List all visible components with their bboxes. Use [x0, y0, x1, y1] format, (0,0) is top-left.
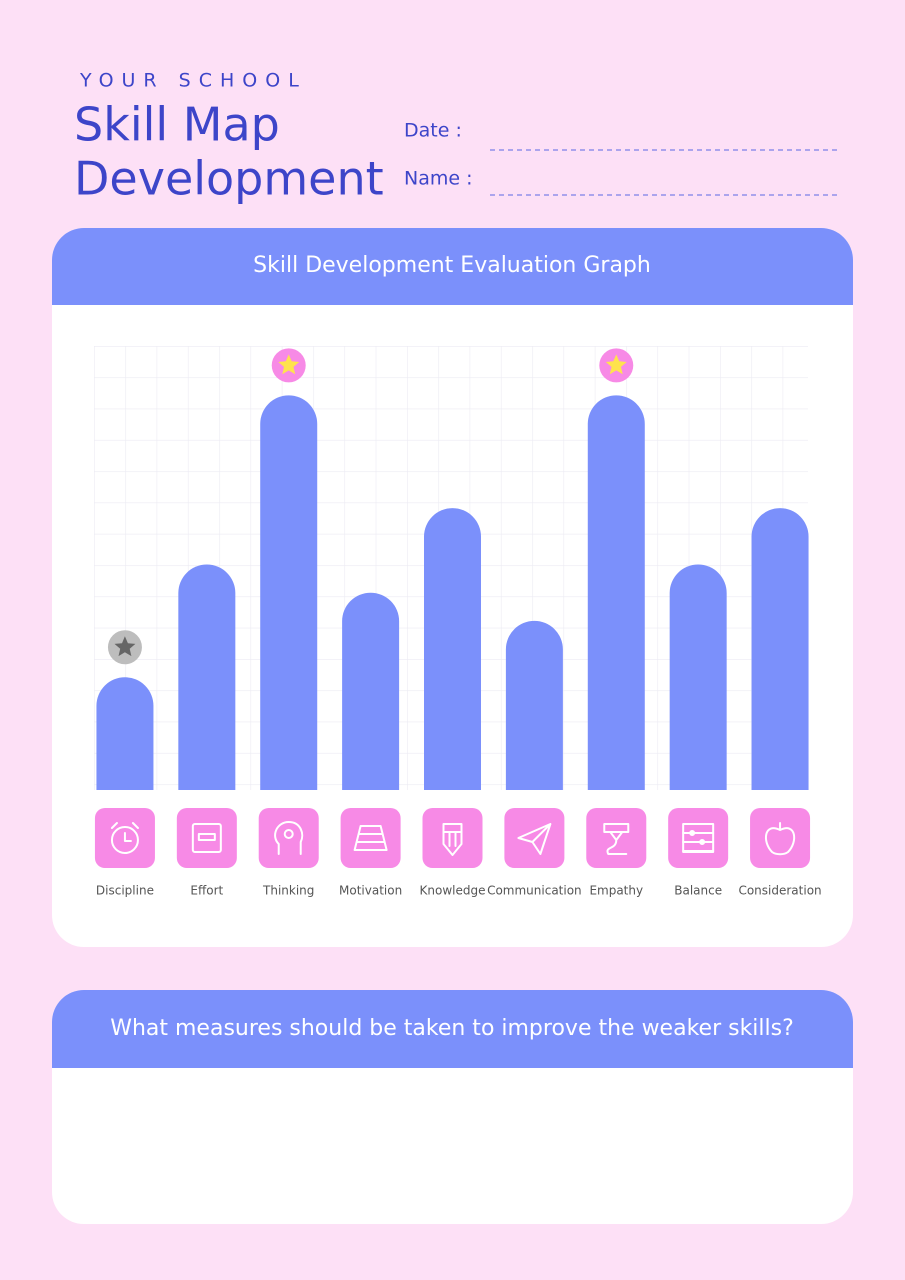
skill-icon: [764, 822, 796, 856]
skill-icon: [274, 821, 304, 855]
skill-icon-bg: [340, 808, 401, 868]
skill-icon-bg: [586, 808, 647, 868]
skill-icon: [191, 823, 222, 853]
x-tick-label: Motivation: [339, 884, 402, 898]
x-tick-label: Effort: [190, 884, 223, 898]
bar: [96, 677, 154, 790]
date-label: Date :: [404, 120, 462, 142]
skill-icon-bg: [750, 808, 811, 868]
bar: [424, 508, 481, 790]
skill-icon: [353, 825, 388, 851]
chart-title: Skill Development Evaluation Graph: [253, 253, 651, 278]
bar: [669, 564, 727, 790]
star: [114, 636, 136, 657]
bar: [342, 592, 400, 790]
question-header: [52, 990, 853, 1068]
skill-icon: [603, 823, 630, 855]
skill-icon: [682, 823, 715, 853]
title-line: Development: [74, 152, 384, 206]
bar: [751, 508, 809, 790]
skill-icon-bg: [422, 808, 483, 868]
bar: [178, 564, 236, 790]
bar: [260, 395, 318, 790]
chart-header: [52, 228, 853, 305]
x-tick-label: Thinking: [262, 884, 314, 898]
skill-icon: [517, 823, 552, 855]
name-label: Name :: [404, 168, 473, 190]
x-tick-label: Consideration: [738, 884, 821, 898]
skill-icon-bg: [176, 808, 237, 868]
x-tick-label: Empathy: [589, 884, 643, 898]
x-tick-label: Communication: [487, 884, 582, 898]
skill-icon-bg: [668, 808, 729, 868]
bar: [505, 620, 563, 790]
star: [605, 354, 627, 375]
skill-icon: [110, 822, 139, 854]
star: [278, 354, 300, 375]
chart: Discipline Effort Thinking Motivation Knowle…: [94, 348, 822, 898]
bar: [587, 395, 645, 790]
skill-icon-bg: [504, 808, 565, 868]
x-tick-label: Balance: [674, 884, 722, 898]
school: YOUR SCHOOL: [79, 70, 307, 92]
x-tick-label: Discipline: [96, 884, 154, 898]
skill-icon: [442, 823, 463, 856]
question-text: What measures should be taken to improve…: [110, 1016, 794, 1041]
title-line: Skill Map: [74, 98, 280, 152]
x-tick-label: Knowledge: [420, 884, 486, 898]
